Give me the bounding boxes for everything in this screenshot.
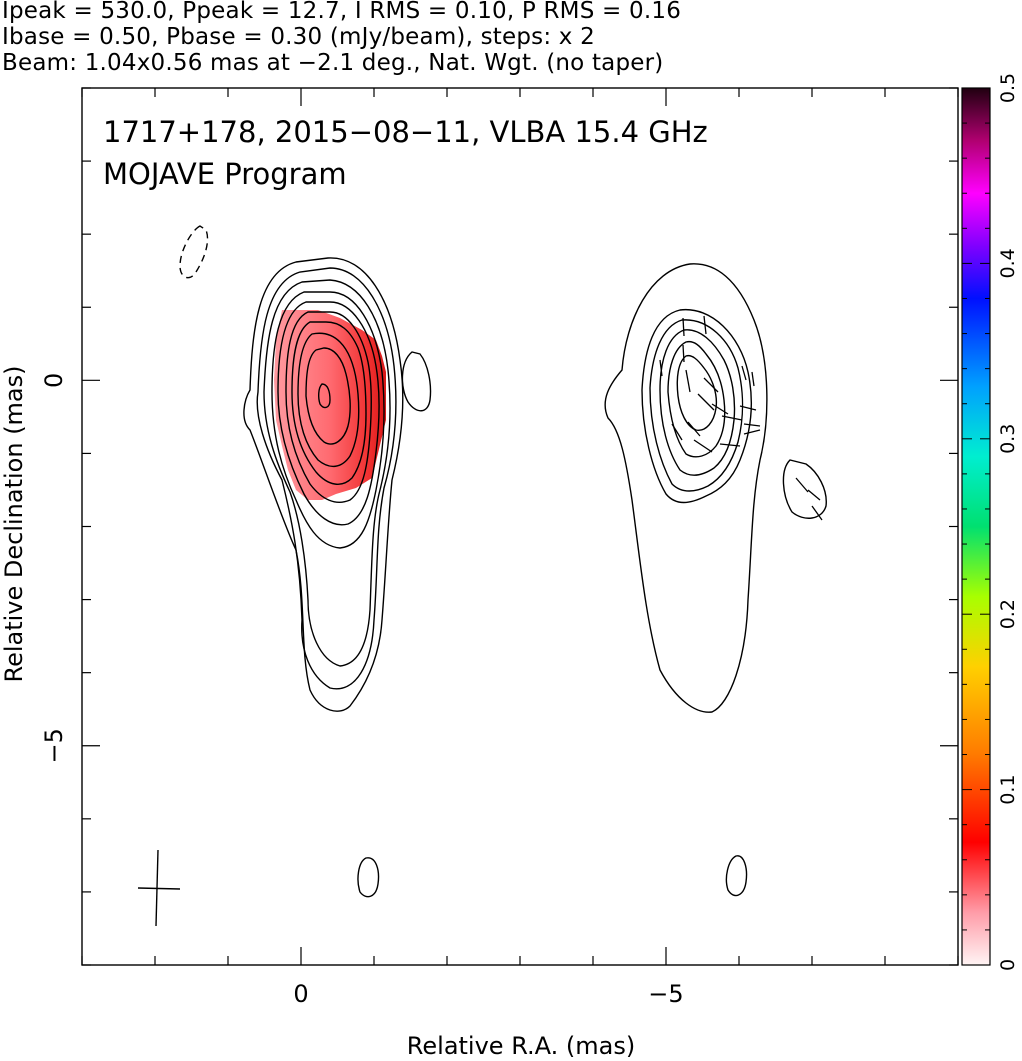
colorbar-gradient: [961, 87, 991, 966]
contour-level-4: [271, 291, 385, 549]
pol-contour-level-1: [604, 263, 768, 713]
left-panel-contours: [137, 225, 432, 927]
axis-ticks: [81, 87, 959, 966]
header-line-2: Ibase = 0.50, Pbase = 0.30 (mJy/beam), s…: [2, 24, 595, 50]
x-tick-label: 0: [293, 980, 308, 1008]
fractional-polarization-patch: [274, 310, 386, 500]
restoring-beam-cross: [137, 849, 181, 927]
colorbar-tick-label: 0: [997, 959, 1019, 971]
pol-contour-level-3: [649, 319, 744, 492]
x-tick-label: −5: [648, 980, 683, 1008]
header-line-3: Beam: 1.04x0.56 mas at −2.1 deg., Nat. W…: [2, 50, 664, 76]
contour-level-6: [285, 311, 373, 503]
contour-level-9: [305, 347, 351, 445]
pol-contour-level-2: [641, 309, 752, 504]
colorbar-tick-label: 0.4: [997, 248, 1019, 278]
plot-frame: [81, 87, 959, 966]
beam-row-contour-1: [357, 857, 380, 898]
pol-contour-level-5: [667, 340, 726, 458]
pol-side-contour: [782, 459, 827, 519]
colorbar-ticks: [962, 87, 990, 966]
pol-contour-level-4: [659, 329, 736, 476]
axis-tick-labels: 0 −5 0 −5: [40, 373, 684, 1008]
contour-level-3: [263, 279, 391, 667]
colorbar-tick-label: 0.5: [997, 73, 1019, 103]
x-axis-label: Relative R.A. (mas): [407, 1032, 635, 1060]
right-panel-contours: [604, 263, 827, 897]
y-tick-label: −5: [40, 728, 68, 763]
contour-level-8: [297, 332, 360, 467]
y-tick-label: 0: [40, 373, 68, 388]
pol-contour-level-6: [676, 354, 718, 431]
chart-title: 1717+178, 2015−08−11, VLBA 15.4 GHz: [103, 115, 708, 149]
evpa-ticks: [659, 315, 823, 521]
colorbar: 0 0.1 0.2 0.3 0.4 0.5: [961, 73, 1019, 971]
colorbar-tick-label: 0.1: [997, 774, 1019, 804]
contour-level-7: [291, 321, 367, 485]
colorbar-tick-label: 0.3: [997, 424, 1019, 454]
colorbar-tick-labels: 0 0.1 0.2 0.3 0.4 0.5: [997, 73, 1019, 971]
negative-contour: [179, 225, 209, 279]
pol-beam-row-contour: [725, 855, 748, 897]
contour-level-2: [256, 267, 397, 690]
header-line-1: Ipeak = 530.0, Ppeak = 12.7, I RMS = 0.1…: [2, 0, 682, 24]
chart-subtitle: MOJAVE Program: [103, 157, 347, 191]
contour-level-10: [317, 383, 331, 409]
colorbar-tick-label: 0.2: [997, 599, 1019, 629]
side-contour-1: [401, 351, 432, 412]
y-axis-label: Relative Declination (mas): [0, 365, 28, 682]
contour-level-5: [277, 301, 380, 526]
